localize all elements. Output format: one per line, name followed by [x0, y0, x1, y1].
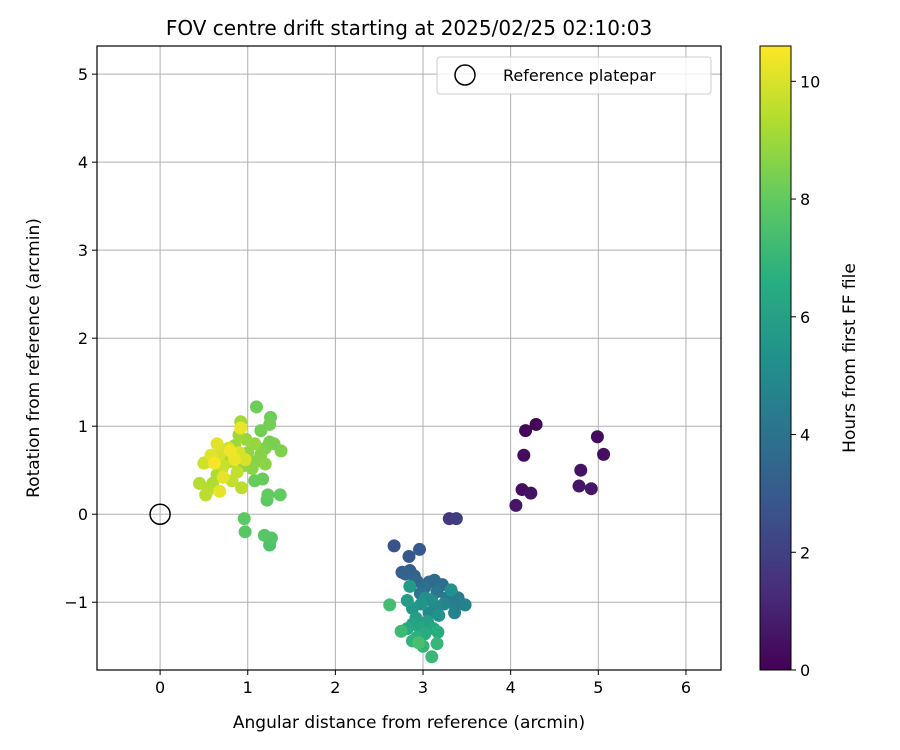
colorbar-tick-label: 2: [800, 543, 810, 562]
data-point: [254, 424, 268, 438]
data-point: [273, 488, 287, 502]
legend-label: Reference platepar: [503, 66, 656, 85]
data-point: [261, 488, 275, 502]
y-axis-label: Rotation from reference (arcmin): [24, 218, 44, 498]
data-point: [597, 447, 611, 461]
data-point: [517, 448, 531, 462]
y-tick-label: −1: [64, 593, 88, 612]
plot-frame: [96, 45, 722, 671]
y-tick-label: 4: [78, 153, 88, 172]
data-point: [519, 424, 533, 438]
data-point: [199, 488, 213, 502]
data-point: [572, 479, 586, 493]
x-tick-label: 3: [418, 678, 428, 697]
data-point: [413, 542, 427, 556]
data-point: [274, 444, 288, 458]
y-tick-label: 3: [78, 241, 88, 260]
data-point: [431, 625, 445, 639]
data-point: [210, 437, 224, 451]
data-point: [574, 463, 588, 477]
data-point: [223, 444, 237, 458]
data-point: [387, 539, 401, 553]
y-tick-label: 1: [78, 417, 88, 436]
data-point: [235, 481, 249, 495]
data-point: [449, 512, 463, 526]
data-point: [400, 593, 414, 607]
x-tick-label: 5: [593, 678, 603, 697]
data-point: [383, 598, 397, 612]
data-point: [394, 624, 408, 638]
y-axis-ticks: −1 0 1 2 3 4 5: [64, 65, 97, 612]
x-tick-label: 1: [243, 678, 253, 697]
data-point: [425, 650, 439, 664]
y-tick-label: 0: [78, 505, 88, 524]
data-point: [584, 482, 598, 496]
data-point: [398, 567, 412, 581]
data-point: [509, 498, 523, 512]
data-point: [402, 549, 416, 563]
data-point: [430, 637, 444, 651]
data-point: [193, 476, 207, 490]
data-point: [238, 525, 252, 539]
x-tick-label: 2: [330, 678, 340, 697]
y-tick-label: 5: [78, 65, 88, 84]
data-point: [448, 606, 462, 620]
data-point: [590, 430, 604, 444]
legend-box: [436, 56, 712, 95]
data-points: [193, 400, 611, 664]
data-point: [250, 400, 264, 414]
colorbar-tick-label: 10: [800, 72, 820, 91]
x-axis-label: Angular distance from reference (arcmin): [233, 713, 585, 733]
data-point: [238, 453, 252, 467]
data-point: [529, 417, 543, 431]
data-point: [258, 457, 272, 471]
data-point: [458, 598, 472, 612]
y-tick-label: 2: [78, 329, 88, 348]
data-point: [216, 470, 230, 484]
colorbar-tick-label: 0: [800, 661, 810, 680]
data-point: [257, 528, 271, 542]
data-point: [403, 579, 417, 593]
colorbar-tick-label: 4: [800, 426, 810, 445]
data-point: [234, 421, 248, 435]
colorbar-label: Hours from first FF file: [840, 263, 860, 453]
legend: Reference platepar: [436, 56, 712, 95]
data-point: [213, 484, 227, 498]
chart-title: FOV centre drift starting at 2025/02/25 …: [166, 16, 652, 40]
data-point: [432, 608, 446, 622]
x-tick-label: 0: [155, 678, 165, 697]
colorbar-tick-label: 6: [800, 308, 810, 327]
reference-platepar-marker: [149, 503, 171, 525]
data-point: [230, 465, 244, 479]
colorbar-ticks: 0 2 4 6 8 10: [791, 72, 820, 680]
colorbar-tick-label: 8: [800, 190, 810, 209]
data-point: [237, 512, 251, 526]
colorbar: [759, 45, 792, 671]
legend-marker: [454, 64, 476, 86]
x-tick-label: 6: [681, 678, 691, 697]
data-point: [248, 474, 262, 488]
data-point: [207, 456, 221, 470]
data-point: [444, 583, 458, 597]
x-axis-ticks: 0 1 2 3 4 5 6: [155, 670, 691, 697]
x-tick-label: 4: [506, 678, 516, 697]
data-point: [412, 636, 426, 650]
data-point: [524, 486, 538, 500]
